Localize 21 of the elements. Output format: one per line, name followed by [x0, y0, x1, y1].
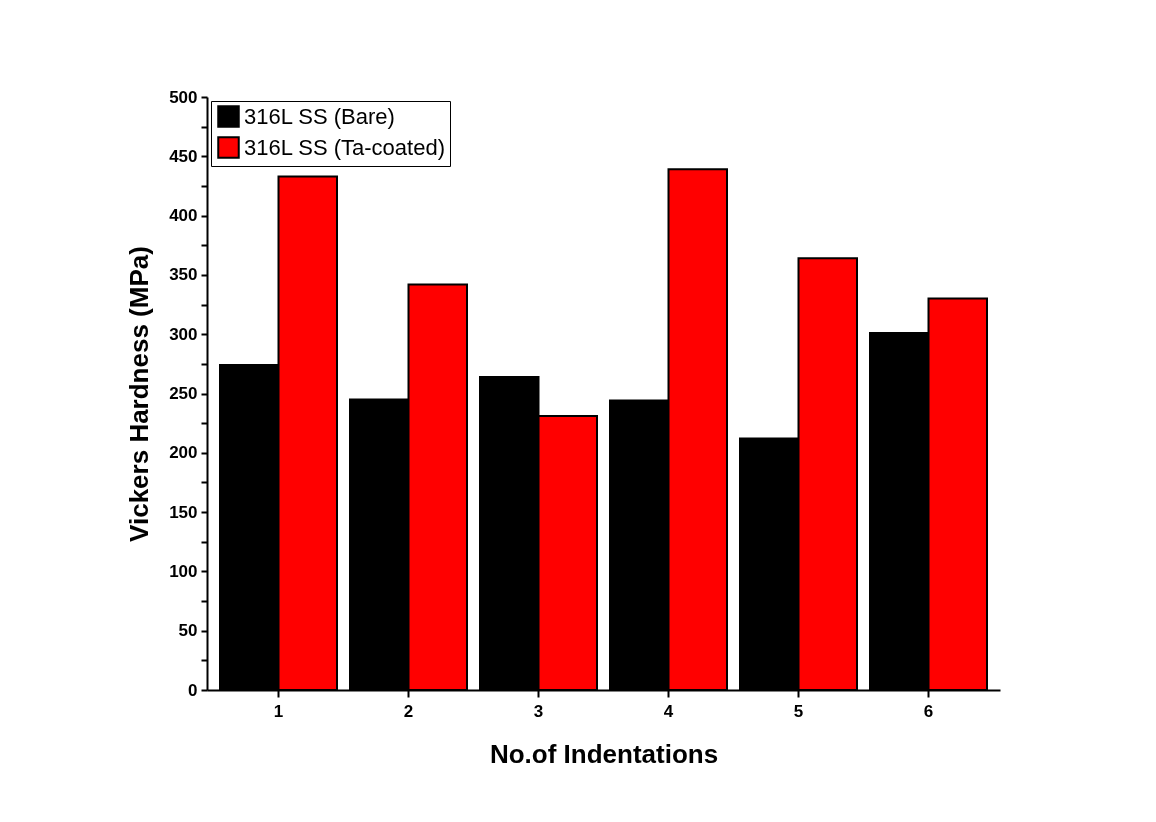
- y-tick-label: 350: [169, 265, 198, 285]
- x-axis-title: No.of Indentations: [489, 738, 719, 769]
- y-tick-label: 500: [169, 87, 198, 107]
- x-tick-label: 1: [273, 701, 284, 721]
- y-tick-label: 250: [169, 384, 198, 403]
- y-axis-title: Vickers Hardness (MPa): [124, 246, 155, 542]
- x-tick-label: 3: [533, 701, 544, 721]
- y-tick-label: 100: [169, 561, 198, 581]
- y-tick-label: 300: [169, 324, 198, 344]
- y-tick-label: 150: [169, 502, 198, 522]
- x-tick-label: 5: [793, 701, 804, 721]
- y-tick-label: 450: [169, 146, 198, 166]
- y-tick-label: 200: [169, 443, 198, 463]
- legend-label: 316L SS (Bare): [244, 103, 395, 129]
- x-tick-label: 6: [923, 701, 934, 721]
- y-tick-label: 0: [188, 680, 198, 700]
- legend-label: 316L SS (Ta-coated): [244, 134, 445, 160]
- x-tick-label: 2: [403, 701, 414, 721]
- y-tick-label: 400: [169, 206, 198, 226]
- x-tick-label: 4: [663, 701, 674, 721]
- y-tick-label: 50: [178, 621, 198, 641]
